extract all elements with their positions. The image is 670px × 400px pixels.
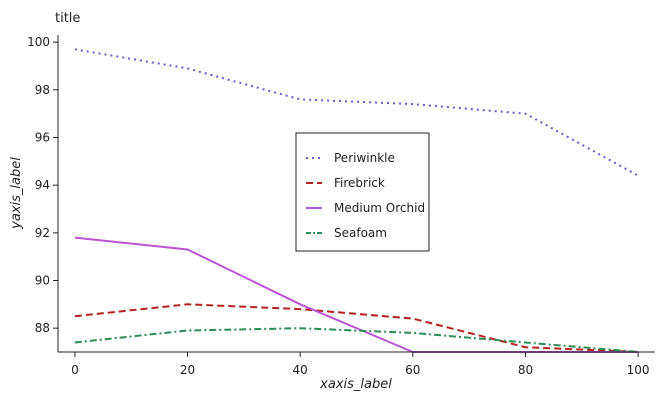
x-tick-label: 100 bbox=[627, 363, 650, 377]
x-tick-label: 80 bbox=[518, 363, 533, 377]
legend: Periwinkle Firebrick Medium Orchid Seafoam bbox=[295, 132, 430, 252]
legend-label: Firebrick bbox=[334, 176, 385, 190]
y-tick-label: 90 bbox=[35, 273, 50, 287]
x-tick-label: 40 bbox=[293, 363, 308, 377]
y-axis-label: yaxis_label bbox=[9, 157, 24, 230]
legend-label: Periwinkle bbox=[334, 151, 395, 165]
y-tick-label: 88 bbox=[35, 321, 50, 335]
x-tick-label: 0 bbox=[71, 363, 79, 377]
y-tick-label: 92 bbox=[35, 226, 50, 240]
y-tick-label: 94 bbox=[35, 178, 50, 192]
y-tick-label: 96 bbox=[35, 130, 50, 144]
y-tick-label: 98 bbox=[35, 83, 50, 97]
x-axis-label: xaxis_label bbox=[319, 377, 392, 392]
x-tick-label: 60 bbox=[405, 363, 420, 377]
legend-label: Seafoam bbox=[334, 226, 387, 240]
chart-title: title bbox=[55, 11, 80, 26]
y-ticks: 88 90 92 94 96 98 100 bbox=[27, 35, 58, 335]
y-tick-label: 100 bbox=[27, 35, 50, 49]
legend-label: Medium Orchid bbox=[334, 201, 425, 215]
series-line-seafoam bbox=[74, 327, 639, 353]
x-tick-label: 20 bbox=[180, 363, 195, 377]
series-line-firebrick bbox=[74, 303, 639, 353]
series-line-medium-orchid bbox=[74, 236, 639, 353]
legend-box bbox=[295, 132, 430, 252]
x-ticks: 0 20 40 60 80 100 bbox=[71, 352, 650, 377]
